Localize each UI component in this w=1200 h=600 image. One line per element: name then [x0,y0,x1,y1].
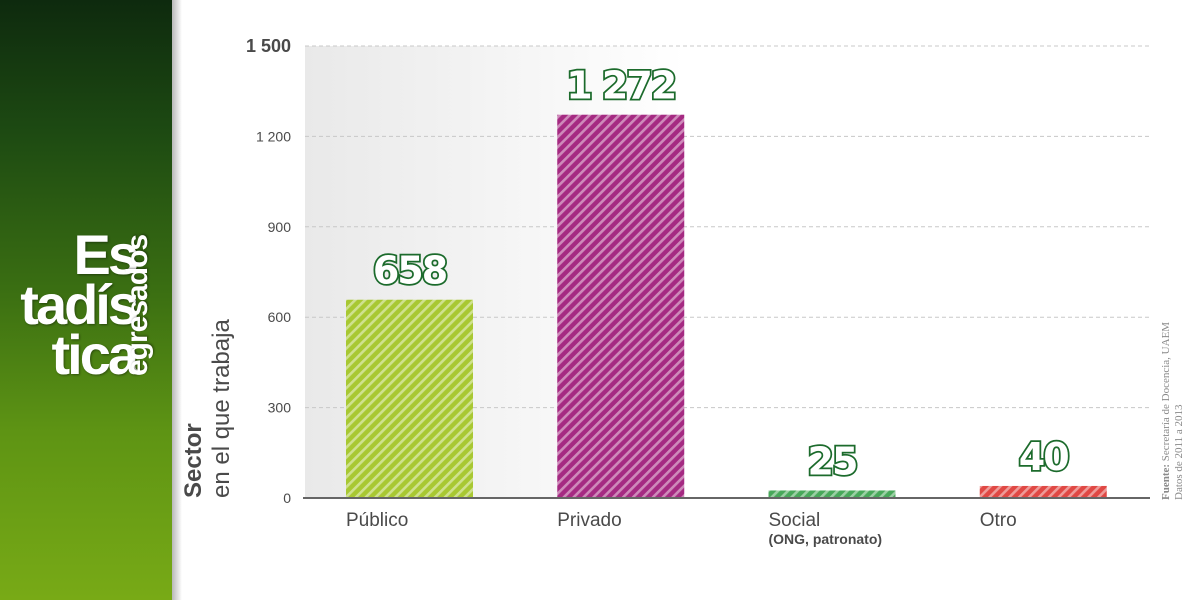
bar-2 [768,490,896,498]
y-tick-label: 1 200 [256,128,291,144]
sidebar: Es tadís tica egresados [0,0,172,600]
y-tick-label: 1 500 [246,36,291,56]
category-labels: Público Privado Social(ONG, patronato) Otro [346,510,1017,547]
source-label: Fuente: [1160,463,1172,500]
source-text: Secretaría de Docencia, UAEM [1160,321,1172,462]
source-line-2: Datos de 2011 a 2013 [1173,404,1185,500]
source-note: Fuente: Secretaría de Docencia, UAEM Dat… [1160,322,1186,500]
category-label-1: Privado [557,510,621,531]
value-labels: 658 1 272 25 40 [371,62,1072,485]
source-line-1: Fuente: Secretaría de Docencia, UAEM [1160,322,1173,500]
value-label-1: 1 272 [566,64,675,108]
y-tick-label: 300 [268,400,292,416]
value-label-0: 658 [373,249,447,293]
y-axis-ticks: 0 300 600 900 1 200 1 500 [246,36,291,506]
y-axis-title-line-1: Sector [180,423,207,498]
category-sublabel-2: (ONG, patronato) [769,531,883,547]
value-label-2: 25 [808,439,857,483]
brand-title-line-2: tadís [20,273,139,336]
y-tick-label: 900 [268,219,292,235]
y-tick-label: 0 [283,490,291,506]
bar-1 [557,114,685,498]
brand-title-line-1: Es [73,223,139,286]
brand-title-line-3: tica [51,323,139,386]
category-label-0: Público [346,510,408,531]
bar-3 [979,485,1107,498]
bars [346,114,1107,498]
y-tick-label: 600 [268,309,292,325]
y-axis-title: Sector en el que trabaja [180,319,236,498]
category-label-2: Social [769,510,821,531]
sidebar-shadow [172,0,182,600]
value-label-3: 40 [1019,435,1068,479]
category-label-3: Otro [980,510,1017,531]
y-axis-title-line-2: en el que trabaja [208,319,235,498]
bar-0 [346,299,473,498]
